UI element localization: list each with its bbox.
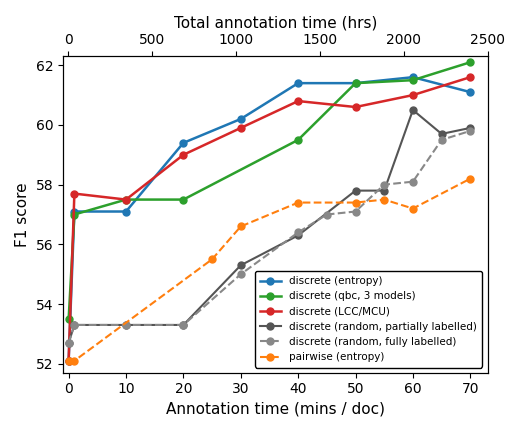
pairwise (entropy) (467, 176, 473, 181)
X-axis label: Annotation time (mins / doc): Annotation time (mins / doc) (166, 402, 385, 417)
pairwise (entropy) (238, 224, 244, 229)
discrete (random, fully labelled) (66, 340, 72, 346)
discrete (LCC/MCU) (180, 152, 187, 157)
discrete (random, fully labelled) (381, 182, 387, 187)
pairwise (entropy) (295, 200, 301, 205)
discrete (LCC/MCU) (71, 191, 77, 196)
discrete (qbc, 3 models) (295, 137, 301, 143)
Line: discrete (random, partially labelled): discrete (random, partially labelled) (65, 107, 474, 346)
discrete (qbc, 3 models) (353, 80, 359, 86)
discrete (random, fully labelled) (353, 209, 359, 214)
Line: discrete (LCC/MCU): discrete (LCC/MCU) (65, 74, 474, 364)
discrete (random, fully labelled) (123, 322, 129, 327)
discrete (random, fully labelled) (467, 128, 473, 133)
discrete (qbc, 3 models) (467, 60, 473, 65)
discrete (LCC/MCU) (353, 105, 359, 110)
pairwise (entropy) (71, 358, 77, 363)
pairwise (entropy) (209, 257, 215, 262)
discrete (qbc, 3 models) (66, 316, 72, 321)
discrete (random, partially labelled) (66, 340, 72, 346)
discrete (entropy) (123, 209, 129, 214)
discrete (random, partially labelled) (353, 188, 359, 193)
Line: discrete (entropy): discrete (entropy) (65, 74, 474, 364)
discrete (random, partially labelled) (295, 233, 301, 238)
discrete (entropy) (467, 89, 473, 95)
discrete (qbc, 3 models) (180, 197, 187, 202)
discrete (entropy) (353, 80, 359, 86)
Line: discrete (qbc, 3 models): discrete (qbc, 3 models) (65, 59, 474, 322)
Line: discrete (random, fully labelled): discrete (random, fully labelled) (65, 127, 474, 346)
Y-axis label: F1 score: F1 score (15, 182, 30, 247)
pairwise (entropy) (66, 358, 72, 363)
discrete (random, partially labelled) (71, 322, 77, 327)
discrete (LCC/MCU) (238, 125, 244, 130)
discrete (qbc, 3 models) (410, 78, 416, 83)
discrete (LCC/MCU) (123, 197, 129, 202)
discrete (random, partially labelled) (438, 131, 445, 137)
discrete (random, fully labelled) (71, 322, 77, 327)
discrete (qbc, 3 models) (71, 212, 77, 217)
Line: pairwise (entropy): pairwise (entropy) (65, 175, 474, 364)
discrete (random, partially labelled) (238, 263, 244, 268)
discrete (random, fully labelled) (180, 322, 187, 327)
discrete (random, fully labelled) (295, 230, 301, 235)
discrete (entropy) (410, 75, 416, 80)
discrete (entropy) (66, 358, 72, 363)
discrete (LCC/MCU) (410, 92, 416, 98)
discrete (random, fully labelled) (324, 212, 330, 217)
discrete (random, partially labelled) (381, 188, 387, 193)
discrete (random, fully labelled) (438, 137, 445, 143)
discrete (random, partially labelled) (123, 322, 129, 327)
discrete (entropy) (295, 80, 301, 86)
discrete (random, partially labelled) (467, 125, 473, 130)
pairwise (entropy) (381, 197, 387, 202)
X-axis label: Total annotation time (hrs): Total annotation time (hrs) (174, 15, 377, 30)
discrete (entropy) (180, 140, 187, 146)
discrete (LCC/MCU) (295, 98, 301, 104)
pairwise (entropy) (410, 206, 416, 211)
Legend: discrete (entropy), discrete (qbc, 3 models), discrete (LCC/MCU), discrete (rand: discrete (entropy), discrete (qbc, 3 mod… (255, 271, 482, 368)
discrete (random, partially labelled) (180, 322, 187, 327)
pairwise (entropy) (353, 200, 359, 205)
discrete (LCC/MCU) (66, 358, 72, 363)
discrete (entropy) (238, 116, 244, 121)
discrete (entropy) (71, 209, 77, 214)
discrete (random, fully labelled) (238, 272, 244, 277)
discrete (random, partially labelled) (410, 108, 416, 113)
discrete (qbc, 3 models) (123, 197, 129, 202)
discrete (LCC/MCU) (467, 75, 473, 80)
discrete (random, fully labelled) (410, 179, 416, 184)
